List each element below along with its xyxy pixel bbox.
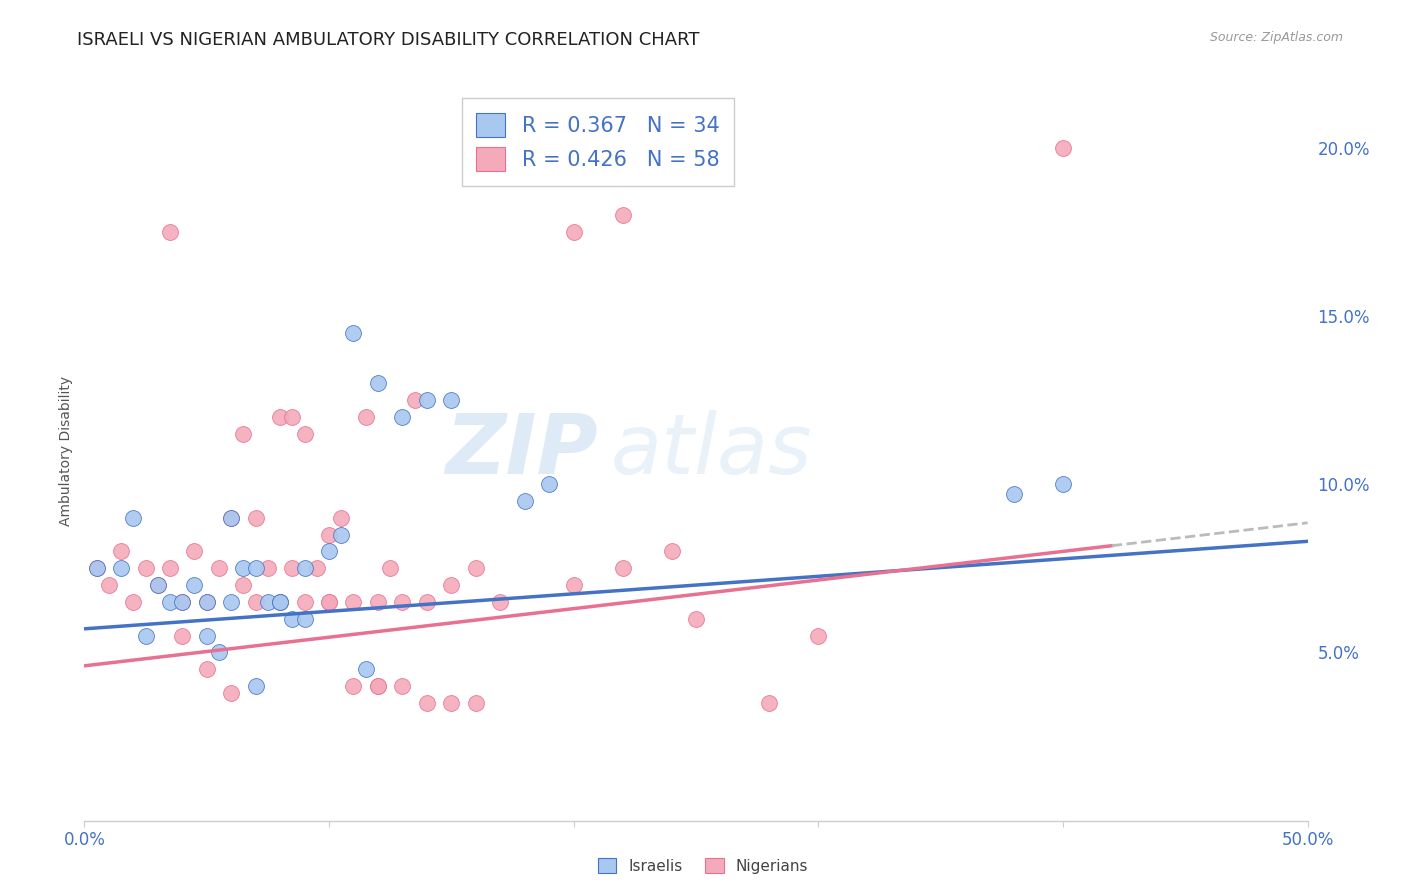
Point [245, 679, 267, 693]
Point [172, 595, 194, 609]
Point [195, 628, 218, 642]
Point [440, 578, 463, 592]
Point [135, 628, 157, 642]
Point [294, 426, 316, 441]
Point [146, 578, 169, 592]
Point [122, 595, 145, 609]
Point [195, 595, 218, 609]
Point [404, 392, 426, 407]
Point [562, 225, 585, 239]
Point [416, 392, 439, 407]
Point [146, 578, 169, 592]
Point [342, 595, 364, 609]
Point [354, 662, 377, 676]
Point [294, 561, 316, 575]
Point [416, 595, 439, 609]
Point [110, 544, 132, 558]
Point [1052, 477, 1074, 491]
Text: ISRAELI VS NIGERIAN AMBULATORY DISABILITY CORRELATION CHART: ISRAELI VS NIGERIAN AMBULATORY DISABILIT… [77, 31, 700, 49]
Point [354, 409, 377, 424]
Point [281, 409, 304, 424]
Point [342, 326, 364, 340]
Point [294, 595, 316, 609]
Point [245, 510, 267, 524]
Point [269, 595, 291, 609]
Point [159, 595, 181, 609]
Point [183, 578, 205, 592]
Point [159, 225, 181, 239]
Point [97, 578, 120, 592]
Point [281, 561, 304, 575]
Point [110, 561, 132, 575]
Point [1002, 487, 1025, 501]
Point [245, 561, 267, 575]
Y-axis label: Ambulatory Disability: Ambulatory Disability [59, 376, 73, 525]
Text: atlas: atlas [610, 410, 813, 491]
Legend: Israelis, Nigerians: Israelis, Nigerians [592, 852, 814, 880]
Point [440, 696, 463, 710]
Point [318, 544, 340, 558]
Point [318, 527, 340, 541]
Point [464, 561, 486, 575]
Point [391, 679, 413, 693]
Point [257, 595, 280, 609]
Legend: R = 0.367   N = 34, R = 0.426   N = 58: R = 0.367 N = 34, R = 0.426 N = 58 [461, 98, 734, 186]
Point [758, 696, 780, 710]
Point [305, 561, 328, 575]
Point [318, 595, 340, 609]
Point [367, 679, 389, 693]
Point [183, 544, 205, 558]
Point [219, 595, 242, 609]
Point [661, 544, 683, 558]
Point [122, 510, 145, 524]
Point [513, 494, 536, 508]
Point [391, 595, 413, 609]
Point [219, 510, 242, 524]
Point [562, 578, 585, 592]
Point [232, 426, 254, 441]
Point [172, 595, 194, 609]
Point [245, 595, 267, 609]
Point [135, 561, 157, 575]
Point [294, 612, 316, 626]
Point [232, 578, 254, 592]
Point [281, 612, 304, 626]
Point [391, 409, 413, 424]
Point [208, 645, 231, 659]
Point [269, 595, 291, 609]
Point [685, 612, 707, 626]
Point [195, 595, 218, 609]
Point [219, 686, 242, 700]
Point [219, 510, 242, 524]
Point [269, 595, 291, 609]
Point [172, 628, 194, 642]
Point [367, 679, 389, 693]
Point [807, 628, 830, 642]
Point [330, 510, 353, 524]
Point [464, 696, 486, 710]
Point [208, 561, 231, 575]
Point [380, 561, 402, 575]
Point [440, 392, 463, 407]
Point [86, 561, 108, 575]
Point [318, 595, 340, 609]
Point [269, 409, 291, 424]
Point [416, 696, 439, 710]
Point [86, 561, 108, 575]
Point [612, 208, 634, 222]
Text: ZIP: ZIP [446, 410, 598, 491]
Point [489, 595, 512, 609]
Point [232, 561, 254, 575]
Point [538, 477, 561, 491]
Point [367, 376, 389, 391]
Point [159, 561, 181, 575]
Text: Source: ZipAtlas.com: Source: ZipAtlas.com [1209, 31, 1343, 45]
Point [330, 527, 353, 541]
Point [257, 561, 280, 575]
Point [367, 595, 389, 609]
Point [1052, 140, 1074, 154]
Point [195, 662, 218, 676]
Point [342, 679, 364, 693]
Point [612, 561, 634, 575]
